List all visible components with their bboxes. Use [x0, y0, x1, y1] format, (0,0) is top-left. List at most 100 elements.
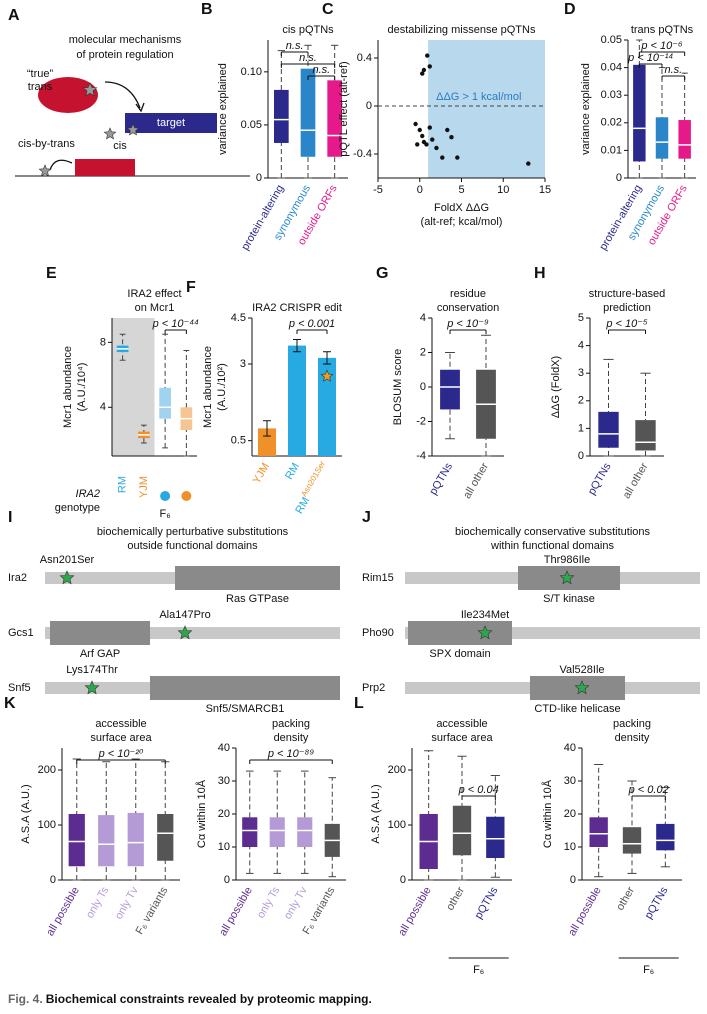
- panel-letter: J: [362, 509, 371, 526]
- box: [300, 68, 316, 157]
- y-tick-label: 0: [570, 874, 576, 886]
- caption-text: Biochemical constraints revealed by prot…: [46, 992, 372, 1006]
- panel-title: cis pQTNs: [282, 24, 334, 36]
- panel-title: within functional domains: [490, 540, 614, 552]
- point: [455, 155, 460, 160]
- y-tick-label: 4: [578, 340, 584, 352]
- point: [420, 71, 425, 76]
- y-axis-label: A.S.A (A.U.): [20, 784, 32, 843]
- domain-label: Ras GTPase: [226, 593, 289, 605]
- label: cis: [113, 140, 127, 152]
- y-tick-label: 8: [100, 336, 106, 348]
- annotation: n.s.: [299, 52, 317, 64]
- panel-letter: C: [322, 1, 334, 18]
- x-tick-label: only Tv: [282, 885, 310, 922]
- panel-title: biochemically perturbative substitutions: [97, 526, 289, 538]
- protein-name: Ira2: [8, 572, 27, 584]
- box: [274, 89, 289, 143]
- box: [452, 805, 472, 856]
- box: [127, 812, 144, 867]
- y-axis-label: Mcr1 abundance: [62, 346, 74, 428]
- box: [598, 411, 619, 448]
- panel-title: destabilizing missense pQTNs: [388, 24, 536, 36]
- point: [445, 127, 450, 133]
- x-tick-label: pQTNs: [473, 885, 501, 922]
- y-tick-label: 0: [366, 100, 372, 112]
- y-tick-label: 0.05: [241, 119, 262, 131]
- y-tick-label: 4.5: [231, 312, 246, 324]
- y-tick-label: 0: [578, 450, 584, 462]
- y-tick-label: -0.4: [353, 148, 372, 160]
- mutation-label: Val528Ile: [559, 664, 604, 676]
- y-tick-label: 30: [218, 775, 230, 787]
- genotype-dot: [181, 491, 192, 501]
- box: [440, 369, 460, 410]
- mutation-label: Asn201Ser: [40, 554, 95, 566]
- point: [425, 53, 430, 58]
- box: [656, 823, 675, 851]
- star: [177, 625, 193, 640]
- y-tick-label: 0: [256, 172, 262, 184]
- box: [589, 817, 608, 847]
- y-tick-label: 0: [400, 874, 406, 886]
- y-tick-label: 0.04: [601, 62, 622, 74]
- y-tick-label: 4: [100, 401, 106, 413]
- y-tick-label: 10: [218, 841, 230, 853]
- domain: [408, 621, 512, 645]
- y-tick-label: 0.01: [601, 144, 622, 156]
- panel-title: prediction: [603, 302, 651, 314]
- box: [159, 387, 171, 419]
- annotation: p < 10⁻⁹: [446, 318, 489, 330]
- x-tick-label: all possible: [44, 885, 82, 938]
- point: [421, 67, 427, 73]
- panel-title: structure-based: [589, 288, 665, 300]
- annotation: n.s.: [664, 64, 682, 76]
- genotype-f6: F₆: [160, 508, 171, 520]
- arrow-head: [135, 102, 145, 113]
- y-tick-label: 40: [218, 742, 230, 754]
- x-tick-label: protein-altering: [239, 183, 286, 253]
- panel-title: surface area: [90, 732, 152, 744]
- y-axis-label: pQTL effect (alt-ref): [338, 61, 350, 156]
- panel-title: packing: [613, 718, 651, 730]
- panel-letter: L: [354, 695, 364, 712]
- y-tick-label: 0: [616, 172, 622, 184]
- box: [327, 80, 342, 157]
- point: [417, 127, 422, 133]
- y-tick-label: 40: [564, 742, 576, 754]
- x-tick-label: all possible: [566, 885, 604, 938]
- threshold-region: [428, 40, 545, 178]
- domain: [175, 566, 340, 590]
- point: [440, 155, 445, 160]
- y-axis-label: Cα within 10Å: [541, 779, 554, 848]
- y-tick-label: 1: [578, 422, 584, 434]
- box: [269, 817, 285, 847]
- y-tick-label: -4: [416, 450, 426, 462]
- y-tick-label: 0: [224, 874, 230, 886]
- panel-letter: G: [376, 265, 388, 282]
- annotation: p < 10⁻⁶: [640, 40, 683, 52]
- box: [297, 817, 313, 847]
- star: [84, 680, 100, 695]
- y-axis-label: variance explained: [580, 63, 592, 155]
- star: [126, 123, 140, 136]
- group-label: F₆: [473, 964, 484, 976]
- protein-name: Pho90: [362, 627, 394, 639]
- genotype-label: IRA2: [76, 488, 100, 500]
- star: [320, 369, 334, 382]
- point: [526, 161, 531, 166]
- point: [449, 135, 454, 140]
- arrow: [104, 81, 141, 109]
- gene-box: [75, 159, 135, 176]
- bar: [318, 357, 336, 456]
- panel-title: trans pQTNs: [631, 24, 694, 36]
- y-tick-label: 0.10: [241, 66, 262, 78]
- edit-superscript: Asn201Ser: [300, 459, 328, 498]
- x-tick-label: YJM: [251, 461, 272, 486]
- x-tick-label: only Ts: [84, 885, 112, 921]
- y-tick-label: 0.05: [601, 34, 622, 46]
- annotation: p < 10⁻⁴⁴: [152, 318, 199, 330]
- annotation: p < 0.001: [288, 318, 335, 330]
- box: [242, 817, 258, 847]
